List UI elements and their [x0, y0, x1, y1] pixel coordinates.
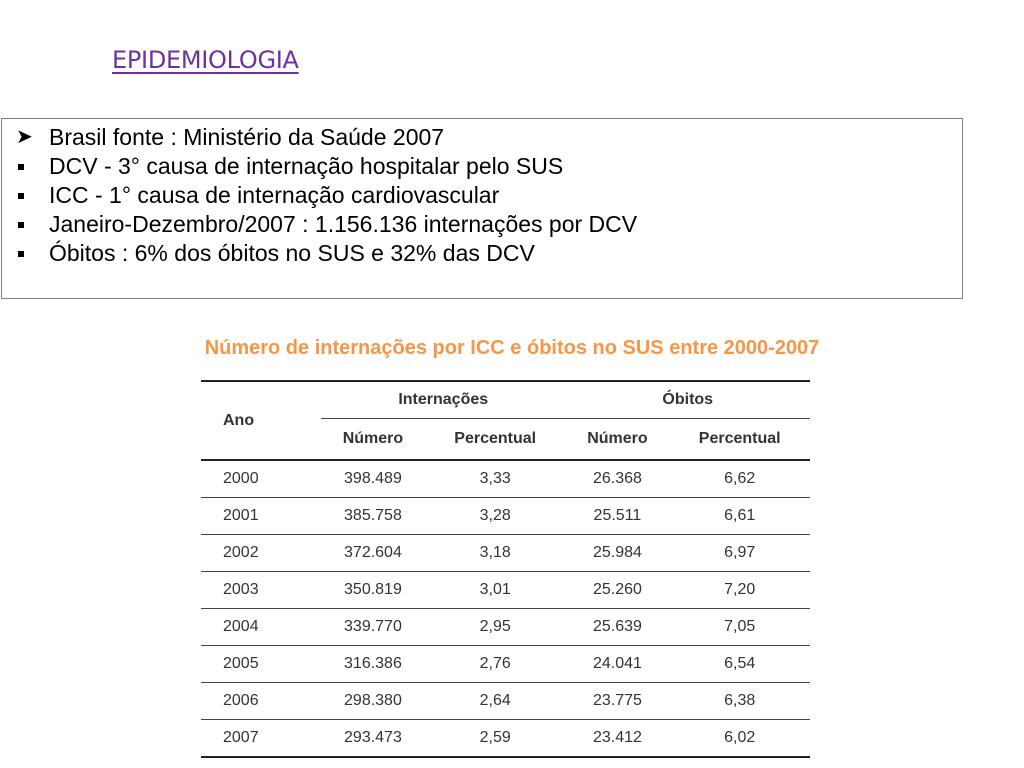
cell-ano: 2002 — [201, 534, 321, 572]
list-item-text: DCV - 3° causa de internação hospitalar … — [49, 153, 564, 179]
cell-obitos-percentual: 6,38 — [669, 682, 810, 720]
cell-internacoes-numero: 293.473 — [321, 719, 425, 758]
info-box: ➤ Brasil fonte : Ministério da Saúde 200… — [1, 118, 963, 299]
column-header-ano: Ano — [201, 380, 321, 460]
cell-internacoes-percentual: 3,01 — [424, 571, 566, 609]
table-row: 2002 372.604 3,18 25.984 6,97 — [201, 534, 810, 572]
cell-internacoes-percentual: 2,95 — [424, 608, 566, 646]
table-row: 2007 293.473 2,59 23.412 6,02 — [201, 719, 810, 758]
cell-obitos-numero: 24.041 — [565, 645, 670, 683]
arrow-bullet-icon: ➤ — [16, 126, 33, 148]
cell-obitos-percentual: 7,05 — [669, 608, 810, 646]
list-item-text: Janeiro-Dezembro/2007 : 1.156.136 intern… — [49, 211, 638, 237]
column-header-obitos-percentual: Percentual — [698, 430, 781, 447]
cell-obitos-numero: 25.984 — [565, 534, 670, 572]
cell-obitos-numero: 23.412 — [565, 719, 670, 758]
cell-internacoes-numero: 339.770 — [321, 608, 425, 646]
cell-obitos-percentual: 6,61 — [669, 497, 810, 535]
cell-obitos-numero: 25.639 — [565, 608, 670, 646]
cell-internacoes-numero: 398.489 — [321, 459, 425, 498]
cell-obitos-percentual: 6,97 — [669, 534, 810, 572]
page-title: EPIDEMIOLOGIA — [112, 46, 299, 74]
data-table: Ano Internações Óbitos Número Percentual… — [201, 380, 810, 758]
column-header-internacoes-numero: Número — [342, 430, 404, 447]
cell-ano: 2001 — [201, 497, 321, 535]
list-item-text: Brasil fonte : Ministério da Saúde 2007 — [49, 124, 445, 150]
table-body: 2000 398.489 3,33 26.368 6,62 2001 385.7… — [201, 459, 810, 758]
cell-ano: 2004 — [201, 608, 321, 646]
list-item: Óbitos : 6% dos óbitos no SUS e 32% das … — [16, 239, 962, 268]
column-header-obitos-numero: Número — [587, 430, 648, 447]
column-group-internacoes: Internações — [321, 380, 566, 419]
column-group-obitos: Óbitos — [565, 380, 810, 419]
cell-obitos-numero: 26.368 — [565, 459, 670, 498]
column-header-internacoes-percentual: Percentual — [454, 430, 537, 447]
cell-ano: 2007 — [201, 719, 321, 758]
table-header-row: Ano Internações Óbitos — [201, 380, 810, 460]
table-row: 2006 298.380 2,64 23.775 6,38 — [201, 682, 810, 720]
cell-obitos-percentual: 6,54 — [669, 645, 810, 683]
cell-internacoes-numero: 372.604 — [321, 534, 425, 572]
list-item-text: Óbitos : 6% dos óbitos no SUS e 32% das … — [49, 240, 535, 266]
cell-internacoes-numero: 298.380 — [321, 682, 425, 720]
list-item: DCV - 3° causa de internação hospitalar … — [16, 152, 962, 181]
cell-obitos-percentual: 6,02 — [669, 719, 810, 758]
cell-internacoes-percentual: 2,64 — [424, 682, 566, 720]
cell-obitos-numero: 25.260 — [565, 571, 670, 609]
cell-internacoes-percentual: 3,28 — [424, 497, 566, 535]
list-item-text: ICC - 1° causa de internação cardiovascu… — [49, 182, 500, 208]
cell-internacoes-numero: 350.819 — [321, 571, 425, 609]
list-item: ➤ Brasil fonte : Ministério da Saúde 200… — [16, 123, 962, 152]
cell-obitos-numero: 23.775 — [565, 682, 670, 720]
cell-internacoes-percentual: 2,59 — [424, 719, 566, 758]
table-row: 2003 350.819 3,01 25.260 7,20 — [201, 571, 810, 609]
cell-ano: 2003 — [201, 571, 321, 609]
table-subheader-row: Número Percentual Número Percentual — [201, 419, 810, 461]
list-item: ICC - 1° causa de internação cardiovascu… — [16, 181, 962, 210]
cell-internacoes-percentual: 2,76 — [424, 645, 566, 683]
cell-ano: 2000 — [201, 459, 321, 498]
table-row: 2000 398.489 3,33 26.368 6,62 — [201, 459, 810, 498]
cell-internacoes-numero: 385.758 — [321, 497, 425, 535]
table-row: 2005 316.386 2,76 24.041 6,54 — [201, 645, 810, 683]
cell-obitos-percentual: 6,62 — [669, 459, 810, 498]
cell-obitos-percentual: 7,20 — [669, 571, 810, 609]
cell-internacoes-percentual: 3,33 — [424, 459, 566, 498]
cell-obitos-numero: 25.511 — [565, 497, 670, 535]
info-list: ➤ Brasil fonte : Ministério da Saúde 200… — [2, 119, 962, 268]
cell-ano: 2005 — [201, 645, 321, 683]
table-row: 2001 385.758 3,28 25.511 6,61 — [201, 497, 810, 535]
list-item: Janeiro-Dezembro/2007 : 1.156.136 intern… — [16, 210, 962, 239]
table-row: 2004 339.770 2,95 25.639 7,05 — [201, 608, 810, 646]
cell-ano: 2006 — [201, 682, 321, 720]
table-caption: Número de internações por ICC e óbitos n… — [204, 337, 820, 359]
cell-internacoes-numero: 316.386 — [321, 645, 425, 683]
cell-internacoes-percentual: 3,18 — [424, 534, 566, 572]
